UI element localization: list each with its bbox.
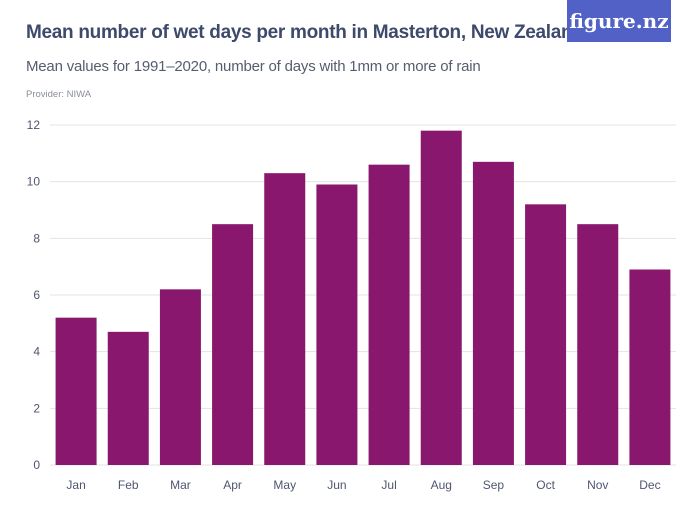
y-tick-label: 10 (27, 175, 41, 189)
x-tick-label: Aug (431, 478, 452, 492)
bar-nov (577, 224, 619, 465)
x-tick-label: Mar (170, 478, 191, 492)
chart-title: Mean number of wet days per month in Mas… (26, 22, 584, 43)
x-tick-label: Jun (327, 478, 346, 492)
y-tick-label: 8 (33, 231, 40, 245)
bar-sep (472, 161, 514, 466)
y-tick-label: 12 (27, 118, 41, 132)
provider-label: Provider: NIWA (26, 89, 92, 100)
chart-subtitle: Mean values for 1991–2020, number of day… (26, 58, 481, 75)
bar-apr (212, 224, 254, 465)
bar-jan (55, 317, 97, 465)
bar-jul (368, 164, 410, 465)
x-tick-label: May (273, 478, 296, 492)
x-tick-label: Sep (483, 478, 505, 492)
y-tick-label: 2 (33, 401, 40, 415)
bar-jun (316, 184, 358, 465)
x-tick-label: Dec (639, 478, 660, 492)
x-tick-label: Jul (381, 478, 396, 492)
x-tick-label: Feb (118, 478, 139, 492)
bar-dec (629, 269, 671, 465)
bar-feb (107, 331, 149, 465)
x-tick-label: Nov (587, 478, 608, 492)
bar-oct (525, 204, 567, 466)
bar-mar (159, 289, 201, 465)
bar-may (264, 173, 306, 465)
x-tick-label: Apr (223, 478, 242, 492)
y-tick-label: 6 (33, 288, 40, 302)
y-tick-label: 0 (33, 458, 40, 472)
figure-nz-logo[interactable]: figure.nz (567, 0, 671, 42)
y-tick-label: 4 (33, 345, 40, 359)
x-tick-label: Jan (66, 478, 85, 492)
x-tick-label: Oct (536, 478, 555, 492)
bar-aug (420, 130, 462, 465)
